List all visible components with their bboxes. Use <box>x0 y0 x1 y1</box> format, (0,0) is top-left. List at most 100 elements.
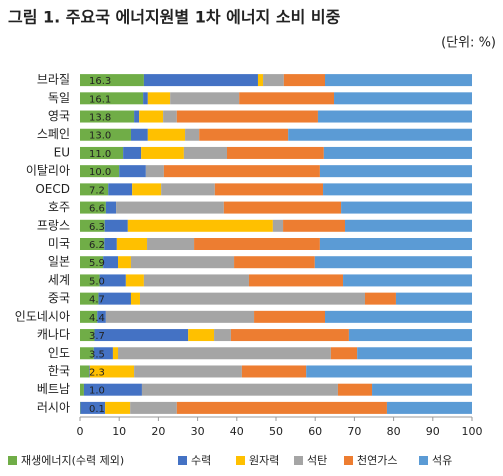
y-tick-label: 캐나다 <box>37 328 70 342</box>
bar-segment <box>131 256 234 268</box>
bar-segment <box>105 220 128 232</box>
bar-segment <box>134 365 242 377</box>
bar-segment <box>123 147 141 159</box>
bar-segment <box>231 329 349 341</box>
legend-swatch <box>8 456 17 465</box>
bar-segment <box>106 311 254 323</box>
data-label: 7.2 <box>89 185 105 196</box>
y-tick-label: 세계 <box>48 273 70 287</box>
bar-segment <box>80 365 89 377</box>
bar-segment <box>161 183 215 195</box>
bar-segment <box>142 384 338 396</box>
bar-segment <box>105 402 130 414</box>
x-tick-label: 10 <box>112 425 126 438</box>
bar-segment <box>323 183 472 195</box>
bar-segment <box>143 92 148 104</box>
data-label: 13.0 <box>89 131 111 142</box>
bar-segment <box>318 111 472 123</box>
y-tick-label: 브라질 <box>37 73 70 87</box>
bar-segment <box>306 365 472 377</box>
legend-swatch <box>294 456 303 465</box>
bar-segment <box>199 129 288 141</box>
x-tick-label: 30 <box>191 425 205 438</box>
x-tick-label: 100 <box>462 425 483 438</box>
bar-segment <box>357 347 472 359</box>
bar-segment <box>117 238 147 250</box>
data-label: 11.0 <box>89 149 111 160</box>
legend-label: 석탄 <box>307 454 327 467</box>
bar-segment <box>130 402 177 414</box>
y-tick-label: 일본 <box>48 255 70 269</box>
bar-segment <box>148 92 170 104</box>
legend-swatch <box>344 456 353 465</box>
bar-segment <box>234 256 315 268</box>
data-label: 4.4 <box>89 313 105 324</box>
bar-segment <box>263 74 284 86</box>
bar-segment <box>148 129 185 141</box>
bar-segment <box>108 183 132 195</box>
bar-segment <box>239 92 334 104</box>
bar-segment <box>104 238 117 250</box>
bar-segment <box>224 202 341 214</box>
y-tick-label: 미국 <box>48 237 70 251</box>
legend-swatch <box>236 456 245 465</box>
bar-segment <box>387 402 472 414</box>
y-tick-label: 러시아 <box>37 400 70 414</box>
bar-segment <box>349 329 472 341</box>
bar-segment <box>345 220 472 232</box>
bar-segment <box>334 92 472 104</box>
bar-segment <box>163 111 177 123</box>
y-tick-label: 스페인 <box>37 127 70 141</box>
bar-segment <box>338 384 372 396</box>
x-tick-label: 40 <box>230 425 244 438</box>
x-tick-label: 50 <box>269 425 283 438</box>
legend-label: 수력 <box>191 454 211 467</box>
bar-segment <box>341 202 472 214</box>
bar-segment <box>325 74 472 86</box>
x-tick-label: 80 <box>387 425 401 438</box>
legend-swatch <box>178 456 187 465</box>
bar-segment <box>177 402 387 414</box>
chart-subtitle: (단위: %) <box>441 36 496 51</box>
data-label: 3.7 <box>89 331 105 342</box>
bar-segment <box>331 347 357 359</box>
bar-segment <box>254 311 325 323</box>
bar-segment <box>134 111 139 123</box>
data-label: 5.0 <box>89 276 105 287</box>
data-label: 6.3 <box>89 222 105 233</box>
bar-segment <box>116 202 224 214</box>
data-label: 3.5 <box>89 349 105 360</box>
bar-segment <box>126 274 144 286</box>
legend-swatch <box>419 456 428 465</box>
bar-segment <box>131 293 140 305</box>
bar-segment <box>144 274 249 286</box>
y-tick-label: 프랑스 <box>37 218 70 232</box>
bar-segment <box>95 329 189 341</box>
bar-segment <box>188 329 214 341</box>
y-tick-label: 한국 <box>48 364 70 378</box>
data-label: 1.0 <box>89 386 105 397</box>
bar-segment <box>324 147 472 159</box>
bar-segment <box>258 74 263 86</box>
bar-segment <box>315 256 472 268</box>
bar-segment <box>273 220 283 232</box>
y-tick-label: 이탈리아 <box>26 164 70 178</box>
bar-segment <box>80 384 84 396</box>
bar-segment <box>140 293 365 305</box>
bar-segment <box>320 165 472 177</box>
bar-segment <box>139 111 163 123</box>
data-label: 0.1 <box>89 404 105 415</box>
bar-segment <box>372 384 472 396</box>
data-label: 16.3 <box>89 76 111 87</box>
data-label: 2.3 <box>89 367 105 378</box>
legend-label: 천연가스 <box>357 453 397 467</box>
bar-segment <box>365 293 396 305</box>
bar-segment <box>242 365 306 377</box>
chart-title: 그림 1. 주요국 에너지원별 1차 에너지 소비 비중 <box>8 8 341 27</box>
y-tick-label: 중국 <box>48 291 70 305</box>
y-tick-label: 독일 <box>48 91 70 105</box>
bar-segment <box>194 238 320 250</box>
y-tick-label: 인도네시아 <box>15 309 70 323</box>
bar-segment <box>343 274 472 286</box>
